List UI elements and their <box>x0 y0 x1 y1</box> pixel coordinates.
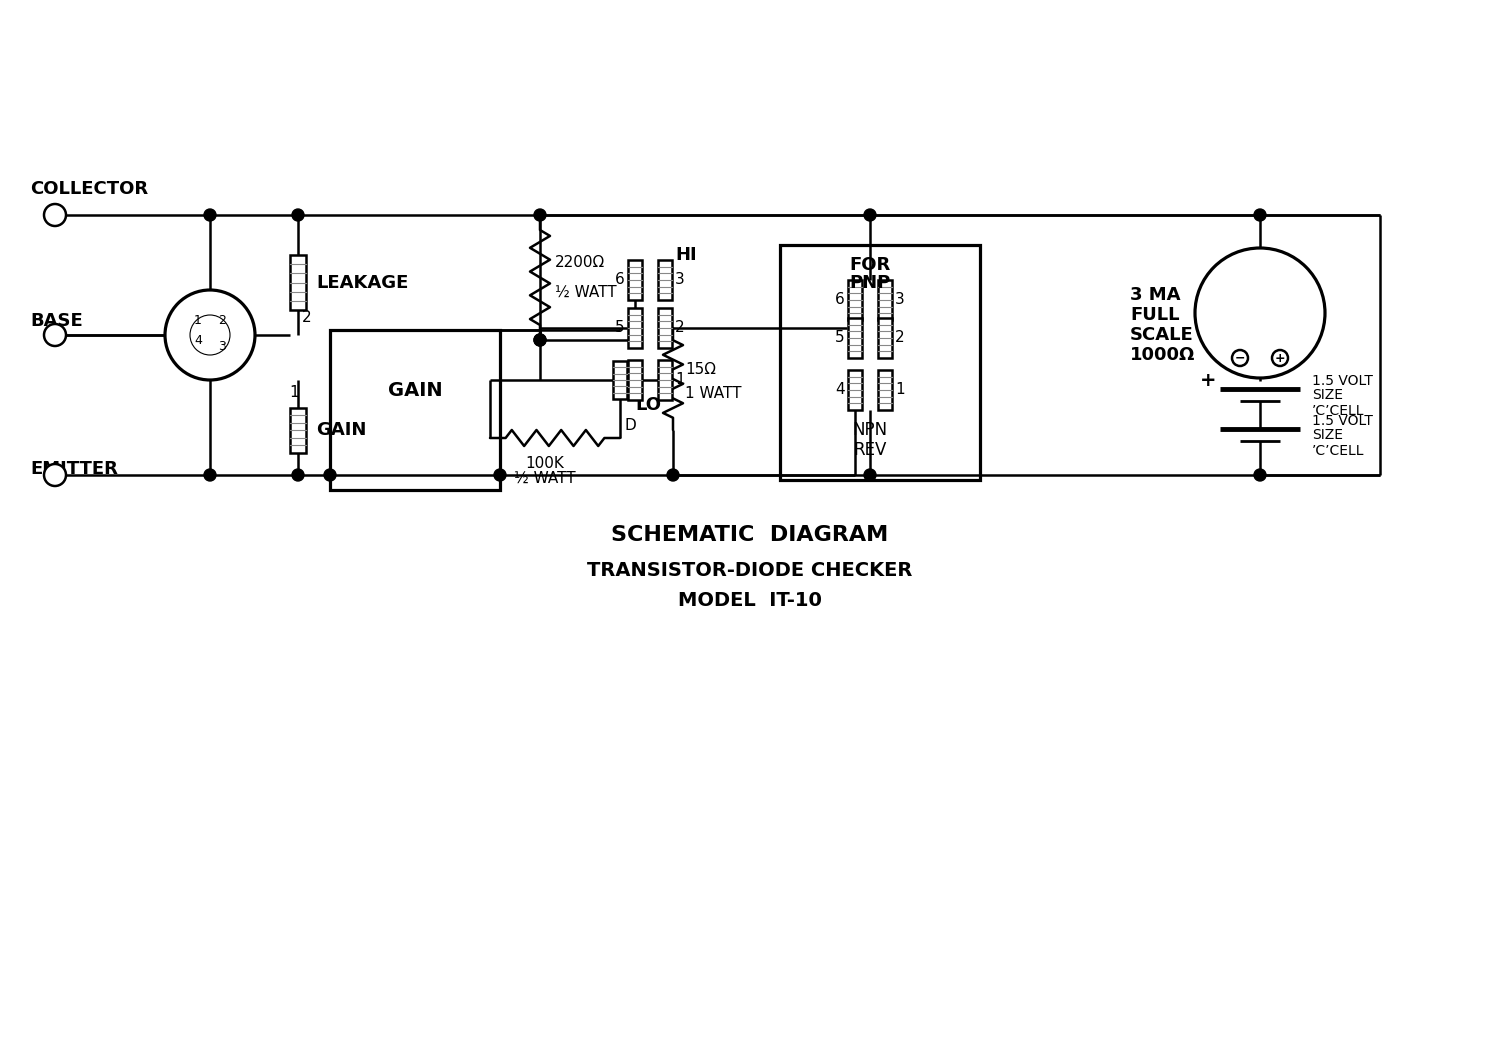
Text: D: D <box>626 418 636 432</box>
Bar <box>290 255 306 310</box>
Text: 1: 1 <box>290 385 298 400</box>
Text: 3: 3 <box>217 340 226 353</box>
Text: GAIN: GAIN <box>316 421 366 439</box>
Text: 1 WATT: 1 WATT <box>686 387 741 402</box>
Circle shape <box>864 469 876 481</box>
Circle shape <box>668 469 680 481</box>
Bar <box>847 318 862 358</box>
Text: 6: 6 <box>615 272 626 287</box>
Circle shape <box>1196 248 1324 378</box>
Bar <box>290 407 306 453</box>
Bar <box>847 280 862 320</box>
Circle shape <box>204 469 216 481</box>
Circle shape <box>44 464 66 485</box>
Circle shape <box>534 334 546 346</box>
Circle shape <box>1272 350 1288 366</box>
Text: ’C’CELL: ’C’CELL <box>1312 444 1365 458</box>
Text: SCHEMATIC  DIAGRAM: SCHEMATIC DIAGRAM <box>612 525 888 545</box>
Circle shape <box>534 334 546 346</box>
Text: 2: 2 <box>302 310 312 324</box>
Text: SIZE: SIZE <box>1312 388 1342 402</box>
Bar <box>878 280 892 320</box>
Bar <box>614 361 627 399</box>
Bar <box>658 308 672 348</box>
Bar <box>847 370 862 410</box>
Text: GAIN: GAIN <box>387 381 442 400</box>
Bar <box>330 330 500 490</box>
Text: ½ WATT: ½ WATT <box>514 471 576 485</box>
Text: TRANSISTOR-DIODE CHECKER: TRANSISTOR-DIODE CHECKER <box>588 561 912 580</box>
Text: ’C’CELL: ’C’CELL <box>1312 404 1365 418</box>
Text: 1: 1 <box>194 314 202 326</box>
Circle shape <box>44 324 66 346</box>
Circle shape <box>165 290 255 379</box>
Circle shape <box>1232 350 1248 366</box>
Circle shape <box>1254 469 1266 481</box>
Text: 3: 3 <box>675 272 684 287</box>
Bar <box>628 308 642 348</box>
Text: BASE: BASE <box>30 312 82 330</box>
Text: 1: 1 <box>896 383 904 398</box>
Text: 2: 2 <box>675 320 684 336</box>
Text: 1.5 VOLT: 1.5 VOLT <box>1312 414 1372 428</box>
Text: 3 MA: 3 MA <box>1130 286 1180 304</box>
Text: 15Ω: 15Ω <box>686 361 716 376</box>
Text: HI: HI <box>675 246 696 264</box>
Text: 1: 1 <box>675 372 684 388</box>
Text: LEAKAGE: LEAKAGE <box>316 273 408 292</box>
Bar <box>628 360 642 400</box>
Bar <box>658 360 672 400</box>
Bar <box>658 260 672 300</box>
Circle shape <box>864 209 876 220</box>
Text: FULL: FULL <box>1130 306 1179 324</box>
Text: 100K: 100K <box>525 456 564 471</box>
Circle shape <box>190 315 230 355</box>
Circle shape <box>1254 209 1266 220</box>
Text: 6: 6 <box>836 293 844 307</box>
Text: 2: 2 <box>896 331 904 346</box>
Bar <box>780 245 980 480</box>
Text: FOR: FOR <box>849 257 891 273</box>
Text: NPN: NPN <box>852 421 888 439</box>
Circle shape <box>292 469 304 481</box>
Circle shape <box>44 204 66 226</box>
Text: 3: 3 <box>896 293 904 307</box>
Bar <box>628 260 642 300</box>
Text: EMITTER: EMITTER <box>30 460 118 478</box>
Text: SCALE: SCALE <box>1130 326 1194 345</box>
Text: 4: 4 <box>836 383 844 398</box>
Bar <box>878 370 892 410</box>
Text: 4: 4 <box>615 372 626 388</box>
Text: REV: REV <box>853 441 886 459</box>
Circle shape <box>204 209 216 220</box>
Text: +: + <box>1275 352 1286 365</box>
Circle shape <box>324 469 336 481</box>
Circle shape <box>292 209 304 220</box>
Text: 2200Ω: 2200Ω <box>555 255 604 270</box>
Text: 2: 2 <box>217 314 226 326</box>
Text: −: − <box>1234 352 1245 365</box>
Text: COLLECTOR: COLLECTOR <box>30 180 148 198</box>
Text: 5: 5 <box>836 331 844 346</box>
Text: ½ WATT: ½ WATT <box>555 285 616 300</box>
Text: SIZE: SIZE <box>1312 428 1342 442</box>
Text: MODEL  IT-10: MODEL IT-10 <box>678 590 822 610</box>
Circle shape <box>534 209 546 220</box>
Text: 4: 4 <box>194 334 202 347</box>
Circle shape <box>494 469 506 481</box>
Text: 1000Ω: 1000Ω <box>1130 346 1196 364</box>
Text: LO: LO <box>634 396 662 414</box>
Text: 5: 5 <box>615 320 626 336</box>
Text: +: + <box>1200 371 1216 390</box>
Bar <box>878 318 892 358</box>
Text: 1.5 VOLT: 1.5 VOLT <box>1312 374 1372 388</box>
Text: PNP: PNP <box>849 273 891 292</box>
